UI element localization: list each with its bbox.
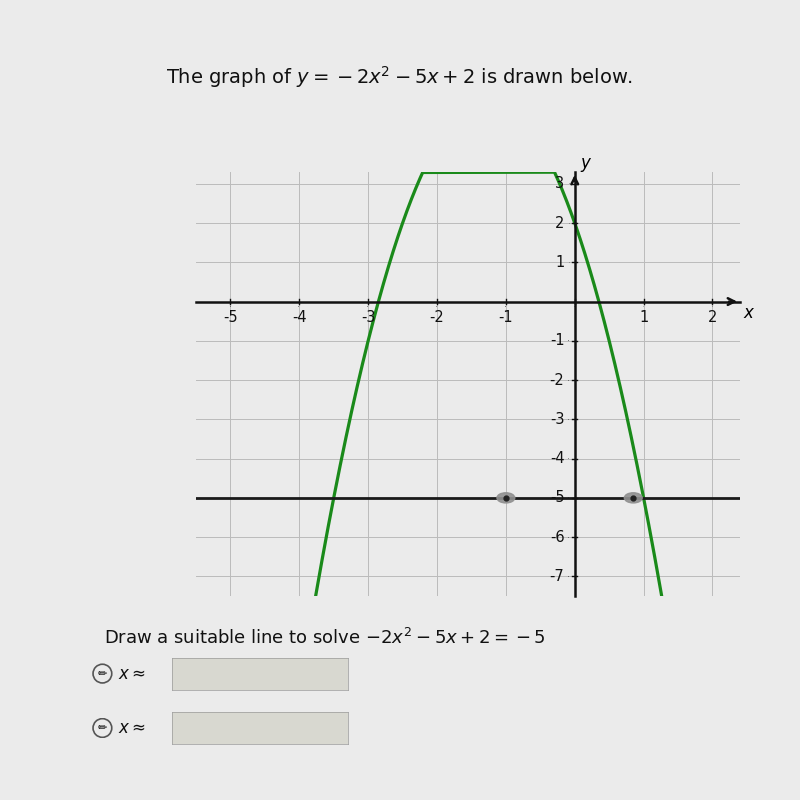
Text: -1: -1 <box>498 310 513 325</box>
Text: 1: 1 <box>639 310 648 325</box>
Text: 3: 3 <box>555 176 565 191</box>
Text: -4: -4 <box>550 451 565 466</box>
Text: $\mathit{x} \approx$: $\mathit{x} \approx$ <box>118 665 146 682</box>
Text: -7: -7 <box>550 569 565 584</box>
Text: ✏: ✏ <box>98 723 107 733</box>
Text: $\mathit{x} \approx$: $\mathit{x} \approx$ <box>118 719 146 737</box>
Text: y: y <box>580 154 590 172</box>
Text: Draw a suitable line to solve $-2x^2 - 5x + 2 = -5$: Draw a suitable line to solve $-2x^2 - 5… <box>104 628 546 648</box>
Text: -4: -4 <box>292 310 306 325</box>
Text: -2: -2 <box>430 310 444 325</box>
Text: -1: -1 <box>550 334 565 348</box>
Text: 2: 2 <box>708 310 717 325</box>
Text: -2: -2 <box>550 373 565 387</box>
Text: -6: -6 <box>550 530 565 545</box>
Text: The graph of $y = -2x^2 - 5x + 2$ is drawn below.: The graph of $y = -2x^2 - 5x + 2$ is dra… <box>166 64 634 90</box>
Text: -5: -5 <box>550 490 565 506</box>
Text: 1: 1 <box>555 254 565 270</box>
Text: x: x <box>743 304 754 322</box>
Text: 2: 2 <box>555 215 565 230</box>
Text: -5: -5 <box>223 310 238 325</box>
Text: -3: -3 <box>361 310 375 325</box>
Text: ✏: ✏ <box>98 669 107 678</box>
Circle shape <box>624 493 642 503</box>
Text: -3: -3 <box>550 412 565 427</box>
Circle shape <box>497 493 515 503</box>
